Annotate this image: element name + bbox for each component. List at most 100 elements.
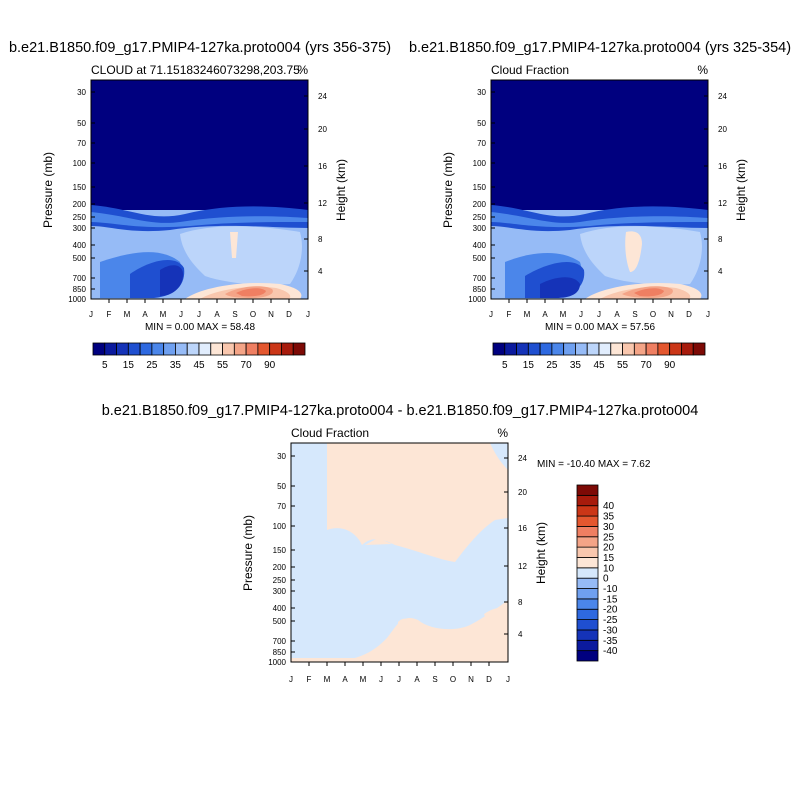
- panel-c-units: %: [497, 426, 508, 440]
- panel-c-ytick: 100: [273, 522, 287, 531]
- panel-c-xtick: J: [289, 675, 293, 684]
- colorbar-c-swatch: [576, 494, 599, 507]
- panel-b-xtick: N: [668, 310, 674, 319]
- colorbar-c-swatch: [576, 588, 599, 600]
- panel-c-field: [291, 443, 508, 662]
- colorbar-b-swatch: [681, 342, 694, 356]
- panel-b-left-axis: 30 50 70 100 150 200 250 300 400 500 700…: [468, 88, 486, 304]
- panel-b-units: %: [697, 63, 708, 77]
- colorbar-a-swatch: [163, 342, 176, 356]
- colorbar-c-swatch: [576, 515, 599, 527]
- panel-a-y2label: Height (km): [334, 159, 348, 221]
- panel-a-ytick: 150: [73, 183, 87, 192]
- colorbar-c-label: -10: [603, 584, 618, 595]
- colorbar-b-swatch: [492, 342, 506, 356]
- panel-b-y2label: Height (km): [734, 159, 748, 221]
- colorbar-b-swatch: [563, 342, 576, 356]
- colorbar-c-swatch: [576, 526, 599, 538]
- panel-c-y2tick: 12: [518, 562, 527, 571]
- colorbar-c-label: 40: [603, 501, 615, 512]
- colorbar-a-swatch: [257, 342, 271, 356]
- panel-a-xtick: A: [142, 310, 148, 319]
- colorbar-b-swatch: [504, 342, 517, 356]
- colorbar-b-swatch: [575, 342, 588, 356]
- colorbar-c-swatch: [576, 557, 599, 569]
- colorbar-c-swatch: [576, 567, 599, 579]
- panel-b-y2tick: 16: [718, 162, 727, 171]
- colorbar-a-label: 45: [193, 360, 205, 371]
- panel-a-ytick: 500: [73, 254, 87, 263]
- panel-a-xtick: J: [179, 310, 183, 319]
- panel-b-ytick: 300: [473, 224, 487, 233]
- panel-b-y2tick: 8: [718, 235, 723, 244]
- panel-a-xtick: J: [197, 310, 201, 319]
- colorbar-a-swatch: [92, 342, 106, 356]
- panel-a-xtick: J: [306, 310, 310, 319]
- panel-b-xtick: A: [542, 310, 548, 319]
- panel-c-xtick: J: [397, 675, 401, 684]
- panel-a-field: [91, 80, 308, 299]
- panel-c-y2tick: 4: [518, 630, 523, 639]
- panel-c-xtick: F: [307, 675, 312, 684]
- panel-a-y2tick: 8: [318, 235, 323, 244]
- panel-b-stats: MIN = 0.00 MAX = 57.56: [545, 322, 655, 333]
- colorbar-b-label: 90: [664, 360, 676, 371]
- panel-b-xtick: F: [507, 310, 512, 319]
- colorbar-c-swatch: [576, 546, 599, 558]
- panel-c-left-axis: 30 50 70 100 150 200 250 300 400 500 700…: [268, 452, 286, 667]
- panel-c-y2tick: 8: [518, 598, 523, 607]
- panel-c-xtick: J: [379, 675, 383, 684]
- colorbar-c-label: 30: [603, 522, 615, 533]
- panel-b: b.e21.B1850.f09_g17.PMIP4-127ka.proto004…: [409, 40, 791, 371]
- colorbar-a-swatch: [104, 342, 117, 356]
- panel-b-ytick: 30: [477, 88, 486, 97]
- panel-c-x-axis: J F M A M J J A S O N D J: [289, 675, 510, 684]
- colorbar-b-label: 55: [617, 360, 629, 371]
- panel-a-ytick: 850: [73, 285, 87, 294]
- panel-b-ytick: 70: [477, 139, 486, 148]
- panel-a-ytick: 700: [73, 274, 87, 283]
- colorbar-c-swatch: [576, 598, 599, 610]
- panel-b-ytick: 1000: [468, 295, 486, 304]
- colorbar-c-label: 0: [603, 574, 609, 585]
- colorbar-a-swatch: [245, 342, 259, 356]
- panel-c-ytick: 150: [273, 546, 287, 555]
- colorbar-c-swatch: [576, 577, 599, 589]
- panel-b-y2tick: 4: [718, 267, 723, 276]
- panel-c-y2tick: 16: [518, 524, 527, 533]
- panel-b-y2tick: 20: [718, 125, 727, 134]
- colorbar-b-label: 45: [593, 360, 605, 371]
- colorbar-b-swatch: [645, 342, 659, 356]
- colorbar-a-label: 35: [170, 360, 182, 371]
- colorbar-b-swatch: [633, 342, 647, 356]
- colorbar-b-swatch: [527, 342, 541, 356]
- colorbar-c-label: 25: [603, 532, 615, 543]
- colorbar-c-swatch: [576, 619, 599, 631]
- colorbar-c-label: -30: [603, 625, 618, 636]
- colorbar-b-swatch: [516, 342, 529, 356]
- panel-a-y2tick: 20: [318, 125, 327, 134]
- panel-a-ytick: 400: [73, 241, 87, 250]
- panel-a-ytick: 1000: [68, 295, 86, 304]
- colorbar-a-swatch: [222, 342, 235, 356]
- panel-c-y2tick: 20: [518, 488, 527, 497]
- colorbar-a-swatch: [139, 342, 153, 356]
- colorbar-b-label: 15: [523, 360, 535, 371]
- colorbar-b-swatch: [586, 342, 600, 356]
- panel-b-xtick: J: [706, 310, 710, 319]
- panel-c-xtick: A: [342, 675, 348, 684]
- panel-a-xtick: S: [232, 310, 237, 319]
- panel-b-right-axis: 24 20 16 12 8 4: [718, 92, 727, 276]
- colorbar-c-swatch: [576, 505, 599, 517]
- colorbar-a-swatch: [198, 342, 212, 356]
- colorbar-a-label: 25: [146, 360, 158, 371]
- panel-a-ytick: 50: [77, 119, 86, 128]
- panel-a-xtick: M: [160, 310, 167, 319]
- panel-b-ytick: 150: [473, 183, 487, 192]
- colorbar-b-swatch: [657, 342, 671, 356]
- colorbar-a-swatch: [281, 342, 294, 356]
- panel-b-left-label: Cloud Fraction: [491, 63, 569, 77]
- panel-b-ylabel: Pressure (mb): [441, 152, 455, 228]
- colorbar-b-swatch: [598, 342, 612, 356]
- colorbar-a-swatch: [151, 342, 165, 356]
